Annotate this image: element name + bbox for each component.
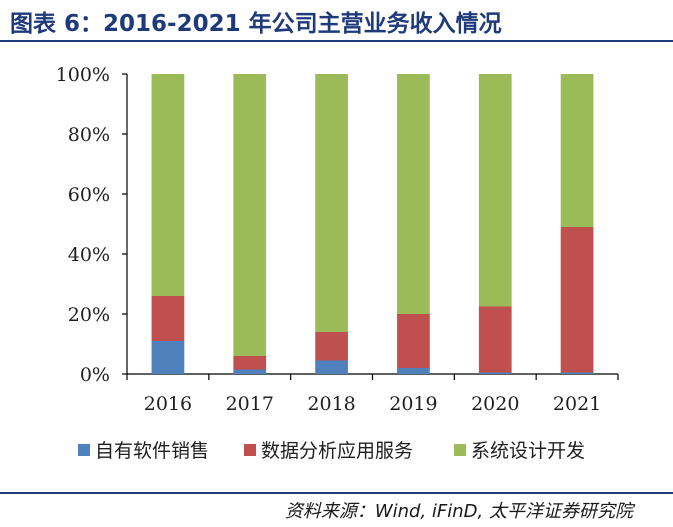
bar-segment <box>315 360 348 374</box>
legend-swatch <box>244 444 256 456</box>
bar-segment <box>151 296 185 341</box>
x-tick-label: 2017 <box>226 393 274 415</box>
bar-segment <box>315 74 348 332</box>
y-tick-label: 20% <box>68 304 110 326</box>
bar-segment <box>560 74 594 227</box>
bar-segment <box>151 74 185 296</box>
legend: 自有软件销售 数据分析应用服务 系统设计开发 <box>78 440 585 462</box>
y-tick-label: 60% <box>68 184 110 206</box>
bar-segment <box>478 306 512 373</box>
legend-label: 系统设计开发 <box>471 440 585 462</box>
bar-segment <box>315 332 348 361</box>
bar-segment <box>397 314 430 368</box>
bar-segment <box>397 74 430 314</box>
legend-swatch <box>454 444 466 456</box>
legend-label: 数据分析应用服务 <box>261 440 413 462</box>
x-tick-label: 2020 <box>471 393 519 415</box>
chart-title: 图表 6：2016-2021 年公司主营业务收入情况 <box>10 11 502 37</box>
y-tick-label: 40% <box>68 244 110 266</box>
bar-segment <box>478 372 512 374</box>
legend-label: 自有软件销售 <box>95 440 209 462</box>
x-tick-label: 2019 <box>389 393 437 415</box>
source-note: 资料来源：Wind, iFinD, 太平洋证券研究院 <box>284 501 633 522</box>
bar-segment <box>233 356 267 370</box>
y-tick-label: 0% <box>80 364 110 386</box>
y-axis: 0% 20% 40% 60% 80% 100% <box>56 64 128 386</box>
bar-segment <box>233 74 267 356</box>
x-tick-label: 2016 <box>144 393 192 415</box>
bar-segment <box>397 368 430 374</box>
title-bar: 图表 6：2016-2021 年公司主营业务收入情况 <box>0 0 673 42</box>
y-tick-label: 100% <box>56 64 110 86</box>
footer-divider <box>0 492 673 494</box>
bar-segment <box>151 341 185 374</box>
x-axis: 2016 2017 2018 2019 2020 2021 <box>126 373 619 415</box>
bars <box>151 74 594 374</box>
bar-segment <box>233 369 267 374</box>
bar-segment <box>560 227 594 373</box>
bar-segment <box>478 74 512 307</box>
y-tick-label: 80% <box>68 124 110 146</box>
x-tick-label: 2018 <box>307 393 355 415</box>
x-tick-label: 2021 <box>553 393 601 415</box>
bar-segment <box>560 372 594 374</box>
stacked-bar-chart: 0%20%40%60%80%100% 2016 2017 2018 2019 2020 2… <box>56 64 619 462</box>
legend-swatch <box>78 444 90 456</box>
